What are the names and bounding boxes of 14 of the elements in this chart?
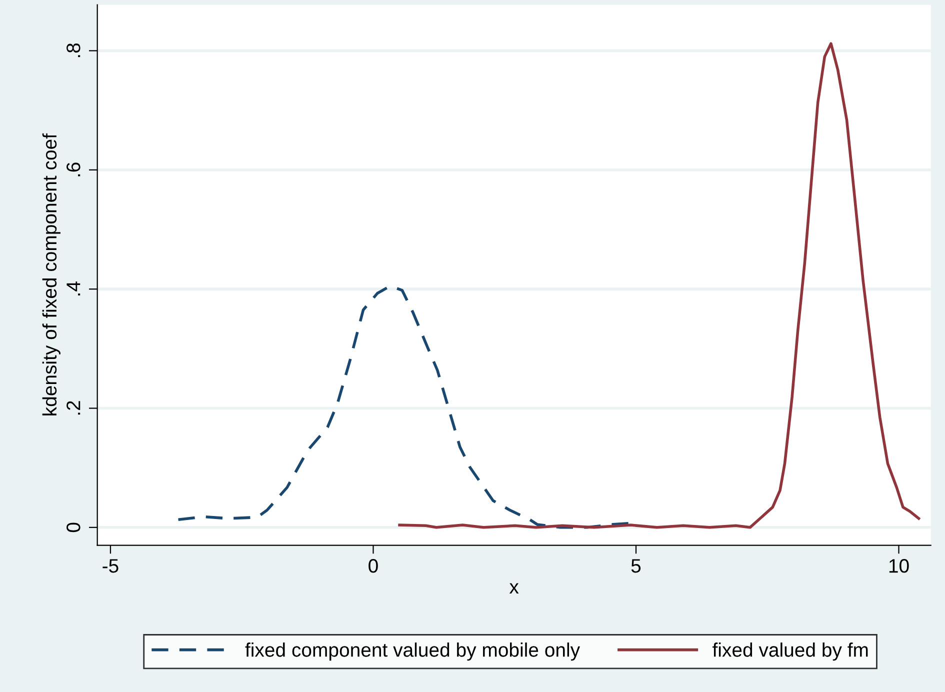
x-tick-label: -5	[102, 559, 118, 573]
x-tick-label: 10	[889, 559, 909, 573]
y-tick-label: .2	[66, 401, 80, 415]
y-tick-label: 0	[66, 522, 80, 532]
x-axis-title: x	[509, 583, 519, 594]
legend-label: fixed component valued by mobile only	[245, 642, 580, 661]
x-tick-label: 0	[368, 559, 378, 573]
line-series	[398, 42, 920, 529]
legend-label: fixed valued by fm	[712, 642, 868, 661]
y-axis-title: kdensity of fixed component coef	[42, 133, 60, 416]
y-tick-label: .8	[66, 43, 80, 58]
y-tick-label: .6	[66, 162, 80, 176]
y-tick-label: .4	[66, 282, 80, 296]
x-tick-label: 5	[631, 559, 641, 573]
